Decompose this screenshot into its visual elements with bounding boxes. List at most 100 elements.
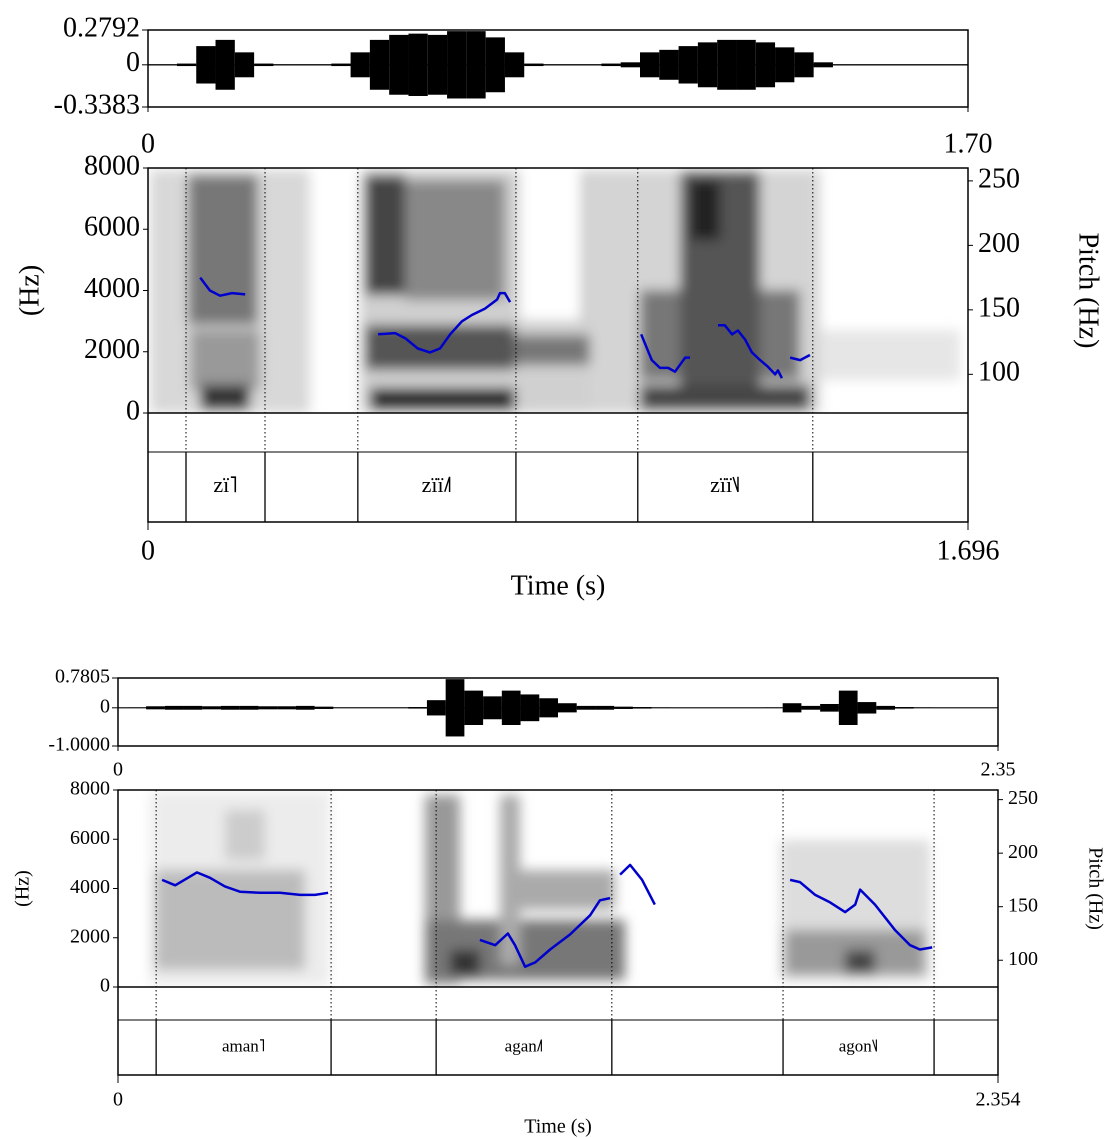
x-axis-label: Time (s): [511, 570, 606, 601]
y2-axis-label: Pitch (Hz): [1084, 847, 1106, 930]
interval-label: agan˩˥: [505, 1036, 544, 1055]
y-tick-label: 4000: [84, 273, 140, 304]
waveform-envelope: [988, 707, 998, 709]
waveform-envelope: [312, 64, 332, 66]
y-tick-label: 2000: [70, 925, 110, 947]
waveform-envelope: [755, 42, 776, 88]
y-axis-label: (Hz): [14, 265, 45, 316]
waveform-envelope: [651, 707, 671, 709]
waveform-envelope: [871, 64, 891, 66]
waveform-envelope: [775, 47, 795, 83]
waveform-envelope: [148, 64, 158, 66]
y2-tick-label: 150: [1008, 894, 1038, 916]
waveform-envelope: [614, 706, 633, 709]
waveform-envelope: [951, 707, 970, 709]
waveform-envelope: [745, 707, 764, 709]
waveform-envelope: [910, 64, 930, 66]
waveform-envelope: [670, 707, 690, 709]
y-tick-label: 2000: [84, 334, 140, 365]
waveform-envelope: [183, 705, 203, 710]
spectrogram-shading: [150, 792, 930, 985]
waveform-envelope: [558, 703, 577, 713]
waveform-envelope: [389, 34, 409, 95]
interval-label: agon˥˩: [839, 1036, 879, 1055]
waveform-envelope: [801, 705, 821, 710]
waveform-envelope: [562, 64, 583, 66]
waveform-envelope: [146, 706, 165, 710]
x-tick-label: 0: [113, 759, 123, 781]
waveform-envelope: [426, 700, 446, 716]
waveform-envelope: [659, 49, 679, 80]
waveform-envelope: [258, 706, 278, 710]
waveform-envelope: [295, 705, 315, 710]
waveform-envelope: [763, 707, 783, 709]
waveform-envelope: [852, 64, 872, 66]
y-tick-label: 0: [100, 975, 110, 997]
y-tick-label: 0.7805: [55, 666, 110, 688]
waveform-envelope: [929, 64, 949, 66]
waveform-envelope: [389, 707, 409, 709]
waveform-envelope: [524, 63, 544, 67]
waveform-envelope: [118, 707, 128, 709]
waveform-envelope: [352, 707, 371, 709]
waveform-envelope: [292, 64, 312, 66]
x-tick-label: 0: [141, 535, 155, 566]
waveform-envelope: [350, 52, 370, 78]
waveform-envelope: [501, 690, 521, 725]
y-tick-label: 4000: [70, 876, 110, 898]
waveform-frame: [147, 29, 969, 108]
waveform-envelope: [895, 707, 914, 709]
pitch-contour: [161, 863, 933, 968]
waveform-envelope: [331, 63, 351, 67]
x-tick-label: 2.354: [976, 1089, 1021, 1111]
waveform-envelope: [678, 46, 698, 84]
waveform-envelope: [464, 690, 484, 725]
y2-tick-label: 250: [978, 163, 1020, 194]
waveform-envelope: [620, 62, 640, 68]
waveform-envelope: [707, 707, 727, 709]
waveform-envelope: [932, 707, 952, 709]
waveform-envelope: [689, 707, 708, 709]
waveform-envelope: [576, 705, 596, 710]
interval-label: zï˥: [213, 472, 237, 497]
waveform-envelope: [820, 703, 839, 712]
waveform-envelope: [543, 64, 563, 66]
waveform-envelope: [876, 705, 896, 710]
waveform-envelope: [127, 707, 147, 709]
waveform-envelope: [582, 64, 602, 66]
y-tick-label: 8000: [70, 778, 110, 800]
waveform-envelope: [234, 52, 255, 78]
x-tick-label: 1.70: [944, 128, 993, 159]
y2-axis-label: Pitch (Hz): [1073, 233, 1104, 349]
waveform-envelope: [832, 64, 853, 66]
waveform-envelope: [640, 52, 660, 78]
waveform-envelope: [333, 707, 353, 709]
waveform-envelope: [813, 62, 833, 68]
spectrogram-shading: [150, 168, 960, 413]
waveform-envelope: [239, 705, 259, 710]
x-axis-label: Time (s): [524, 1116, 592, 1138]
y-tick-label: 0: [126, 47, 140, 78]
interval-label: zïï˩˥: [422, 472, 452, 497]
waveform-envelope: [504, 52, 525, 78]
waveform-envelope: [948, 64, 968, 66]
waveform-envelope: [408, 33, 428, 96]
waveform-envelope: [369, 39, 390, 90]
y-tick-label: 0.2792: [63, 12, 140, 43]
waveform-envelope: [215, 39, 235, 90]
waveform-envelope: [176, 63, 197, 67]
y2-tick-label: 100: [1008, 948, 1038, 970]
waveform-envelope: [736, 39, 756, 90]
waveform-envelope: [520, 694, 540, 722]
waveform-envelope: [277, 706, 296, 710]
x-tick-label: 0: [141, 128, 155, 159]
waveform-envelope: [890, 64, 911, 66]
waveform-envelope: [196, 46, 216, 84]
spectrogram-frame: [147, 167, 969, 523]
waveform-envelope: [717, 39, 737, 90]
x-tick-label: 2.35: [981, 759, 1016, 781]
interval-label: zïï˥˩: [710, 472, 740, 497]
y2-tick-label: 250: [1008, 787, 1038, 809]
